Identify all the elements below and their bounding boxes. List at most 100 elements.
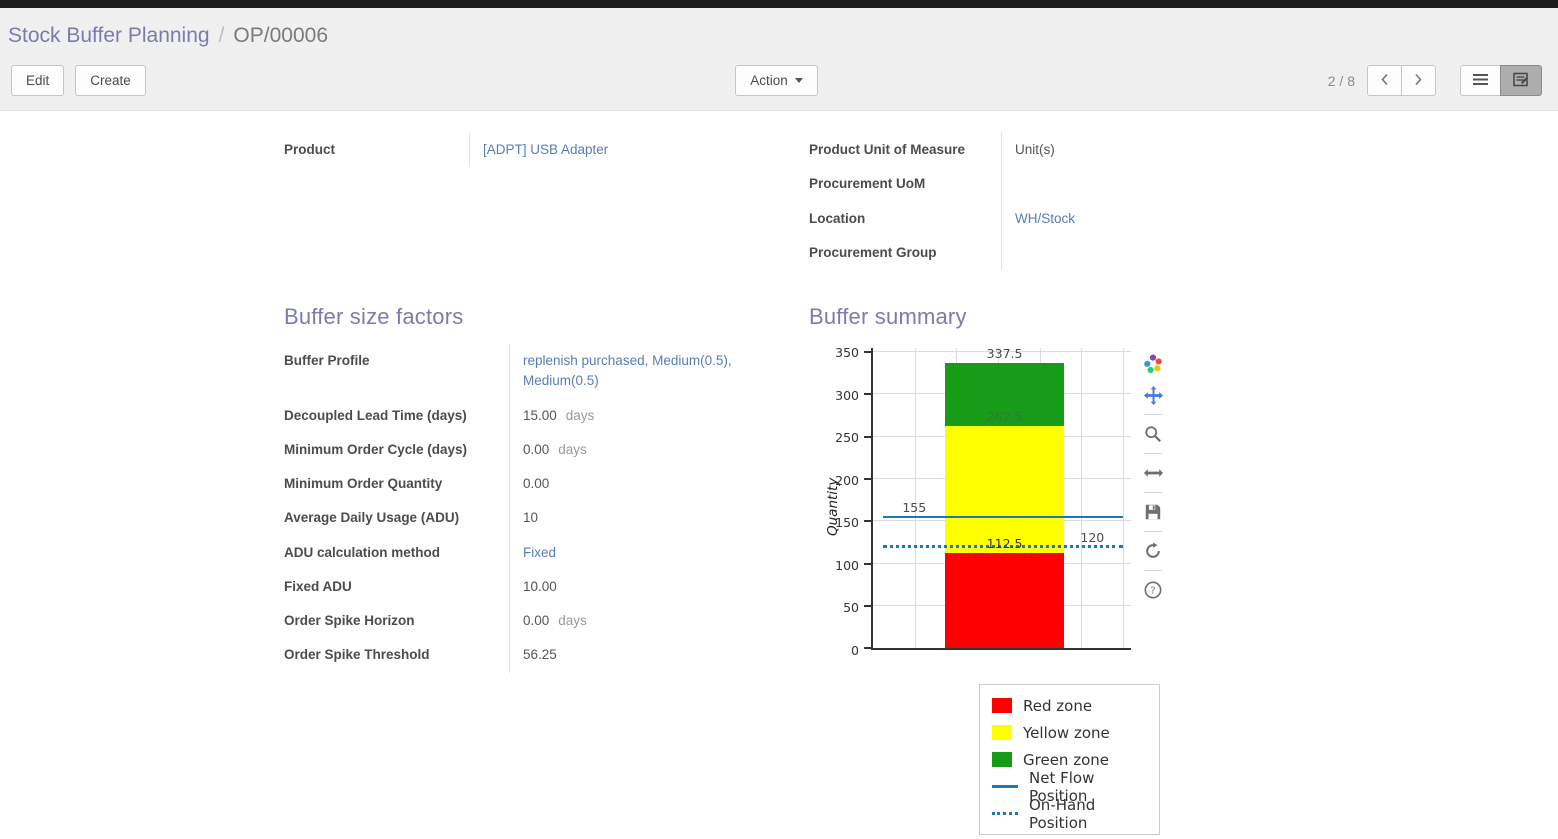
field-label: Product (284, 142, 336, 157)
legend-swatch (992, 698, 1012, 713)
autoscale-icon[interactable] (1141, 461, 1165, 485)
pager-next-button[interactable] (1401, 65, 1436, 96)
list-view-icon (1473, 73, 1488, 89)
pan-icon[interactable] (1141, 383, 1165, 407)
legend-swatch (992, 725, 1012, 740)
save-icon[interactable] (1141, 500, 1165, 524)
field-value: WH/Stock (1001, 201, 1274, 236)
plot-area[interactable]: 337.5 262.5 112.5 155 120 (864, 346, 1131, 650)
create-button[interactable]: Create (75, 65, 146, 96)
field-label: Procurement Group (809, 244, 937, 260)
field-label: Procurement UoM (809, 176, 926, 192)
field-suffix: days (565, 407, 595, 423)
section-title-buffer-summary: Buffer summary (809, 304, 967, 329)
reset-icon[interactable] (1141, 539, 1165, 563)
y-tick-label: 0 (851, 643, 859, 658)
y-tick-mark (864, 393, 871, 396)
field-value-link[interactable]: [ADPT] USB Adapter (483, 142, 609, 157)
field-value-link[interactable]: replenish purchased, Medium(0.5), Medium… (523, 353, 732, 389)
field-value-text: 0.00 (523, 441, 550, 457)
legend-label: Net Flow Position (1029, 768, 1095, 805)
section-title-buffer-factors: Buffer size factors (284, 304, 464, 329)
y-tick-label: 200 (835, 472, 859, 488)
list-view-button[interactable] (1460, 65, 1501, 96)
pager-previous-button[interactable] (1367, 65, 1402, 96)
view-switcher (1460, 65, 1542, 96)
group-buffer-factors: Buffer Profile replenish purchased, Mediu… (284, 344, 809, 673)
legend-item: Yellow zone (992, 719, 1147, 746)
toolbar-separator (1144, 453, 1162, 454)
caret-down-icon (794, 78, 803, 83)
yellow-zone-bar (945, 426, 1064, 553)
action-button-label: Action (750, 73, 788, 88)
field-value: [ADPT] USB Adapter (469, 133, 809, 168)
gridline (1123, 348, 1124, 648)
field-value (1001, 167, 1274, 202)
field-value-link[interactable]: WH/Stock (1015, 210, 1076, 226)
field-label: Location (809, 210, 866, 226)
form-view-icon (1513, 72, 1529, 90)
green-zone-bar (945, 362, 1064, 427)
field-suffix: days (558, 613, 587, 628)
chevron-left-icon (1380, 73, 1389, 89)
buffer-summary-chart: Quantity 0 50 100 150 200 250 300 350 337.5 262.… (809, 344, 1274, 666)
legend-label: Red zone (1023, 696, 1093, 715)
chart-annotation: 155 (902, 500, 927, 516)
field-label: Order Spike Threshold (284, 647, 430, 663)
net-flow-position-line (883, 515, 1124, 519)
y-tick-label: 350 (835, 345, 859, 361)
field-value-link[interactable]: Fixed (523, 544, 557, 560)
field-value: replenish purchased, Medium(0.5), Medium… (509, 344, 809, 399)
field-value-text: 10.00 (523, 578, 557, 594)
control-panel: Stock Buffer Planning / OP/00006 Edit Crea… (0, 8, 1558, 111)
gridline (873, 351, 1131, 353)
toolbar-separator (1144, 414, 1162, 415)
field-value: 10 (509, 501, 809, 536)
y-tick-label: 50 (843, 600, 859, 616)
field-value: 10.00 (509, 569, 809, 604)
on-hand-position-line (883, 544, 1124, 548)
field-label: Minimum Order Cycle (days) (284, 441, 468, 457)
help-icon[interactable]: ? (1141, 578, 1165, 602)
breadcrumb: Stock Buffer Planning / OP/00006 (0, 18, 1558, 48)
zoom-icon[interactable] (1141, 422, 1165, 446)
y-tick-mark (864, 604, 871, 607)
chart-annotation: 262.5 (986, 409, 1023, 425)
field-value-text: 56.25 (523, 647, 557, 663)
field-value: Fixed (509, 535, 809, 570)
pager: 2 / 8 (1327, 72, 1355, 89)
field-suffix: days (558, 441, 587, 457)
legend-item: Green zone (992, 746, 1147, 773)
legend-item: Red zone (992, 692, 1147, 719)
y-axis-ticks: 0 50 100 150 200 250 300 350 (829, 345, 867, 658)
field-value: 56.25 (509, 638, 809, 673)
button-row: Edit Create Action 2 / 8 (0, 65, 1558, 96)
top-navbar (0, 0, 1558, 8)
form-view-button[interactable] (1500, 65, 1542, 96)
toolbar-separator (1144, 531, 1162, 532)
legend-swatch (992, 812, 1018, 815)
field-value-text: Unit(s) (1015, 142, 1055, 157)
breadcrumb-separator: / (218, 24, 225, 47)
field-label: Product Unit of Measure (809, 142, 966, 157)
edit-button[interactable]: Edit (11, 65, 65, 96)
legend-item: On-Hand Position (992, 796, 1147, 832)
field-label: Minimum Order Quantity (284, 476, 443, 491)
field-label: Order Spike Horizon (284, 613, 415, 628)
red-zone-bar (945, 552, 1064, 648)
legend-label: Green zone (1023, 750, 1109, 769)
toolbar-separator (1144, 492, 1162, 493)
field-value-text: 0.00 (523, 613, 550, 628)
legend-swatch (992, 785, 1018, 788)
legend-item: Net Flow Position (992, 769, 1147, 805)
breadcrumb-root[interactable]: Stock Buffer Planning (8, 24, 210, 47)
field-label: Buffer Profile (284, 353, 370, 368)
plotly-logo-icon[interactable] (1141, 352, 1165, 376)
action-button[interactable]: Action (735, 65, 818, 96)
field-label: Decoupled Lead Time (days) (284, 407, 467, 423)
y-tick-mark (864, 520, 871, 523)
pager-buttons (1367, 65, 1436, 96)
field-label: Fixed ADU (284, 578, 352, 594)
field-value: 0.00 (509, 467, 809, 502)
field-value-text: 15.00 (523, 407, 557, 423)
